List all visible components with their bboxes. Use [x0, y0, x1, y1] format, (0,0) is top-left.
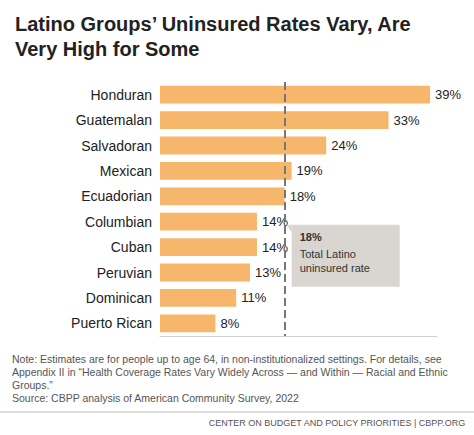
svg-text:Mexican: Mexican: [100, 163, 152, 179]
svg-text:uninsured rate: uninsured rate: [300, 262, 370, 274]
svg-text:39%: 39%: [435, 87, 461, 102]
svg-text:24%: 24%: [331, 138, 357, 153]
svg-text:Ecuadorian: Ecuadorian: [81, 188, 152, 204]
svg-text:Total Latino: Total Latino: [300, 248, 359, 260]
svg-text:Puerto Rican: Puerto Rican: [71, 315, 152, 331]
svg-text:Cuban: Cuban: [111, 239, 152, 255]
svg-text:Very High for Some: Very High for Some: [15, 38, 200, 60]
svg-text:Peruvian: Peruvian: [97, 265, 152, 281]
svg-text:14%: 14%: [262, 239, 288, 255]
svg-text:8%: 8%: [220, 316, 239, 331]
svg-text:Note: Estimates are for people: Note: Estimates are for people up to age…: [12, 353, 445, 365]
svg-text:18%: 18%: [300, 231, 322, 243]
svg-text:Guatemalan: Guatemalan: [76, 112, 152, 128]
svg-text:14%: 14%: [262, 214, 288, 230]
svg-text:11%: 11%: [241, 290, 266, 305]
svg-text:CENTER ON BUDGET AND POLICY PR: CENTER ON BUDGET AND POLICY PRIORITIES |…: [209, 418, 465, 428]
svg-text:Groups.”: Groups.”: [12, 379, 53, 391]
svg-text:Dominican: Dominican: [86, 290, 152, 306]
svg-text:Appendix II in “Health Coverag: Appendix II in “Health Coverage Rates Va…: [12, 366, 451, 378]
svg-text:Columbian: Columbian: [85, 214, 152, 230]
svg-text:Honduran: Honduran: [91, 87, 153, 103]
svg-text:18%: 18%: [290, 189, 316, 204]
svg-text:33%: 33%: [394, 113, 420, 128]
svg-text:13%: 13%: [255, 265, 281, 280]
svg-text:19%: 19%: [297, 163, 323, 178]
svg-text:Source: CBPP analysis of Ameri: Source: CBPP analysis of American Commun…: [12, 392, 299, 404]
svg-text:Salvadoran: Salvadoran: [81, 138, 152, 154]
svg-text:Latino Groups’ Uninsured Rates: Latino Groups’ Uninsured Rates Vary, Are: [15, 13, 411, 35]
